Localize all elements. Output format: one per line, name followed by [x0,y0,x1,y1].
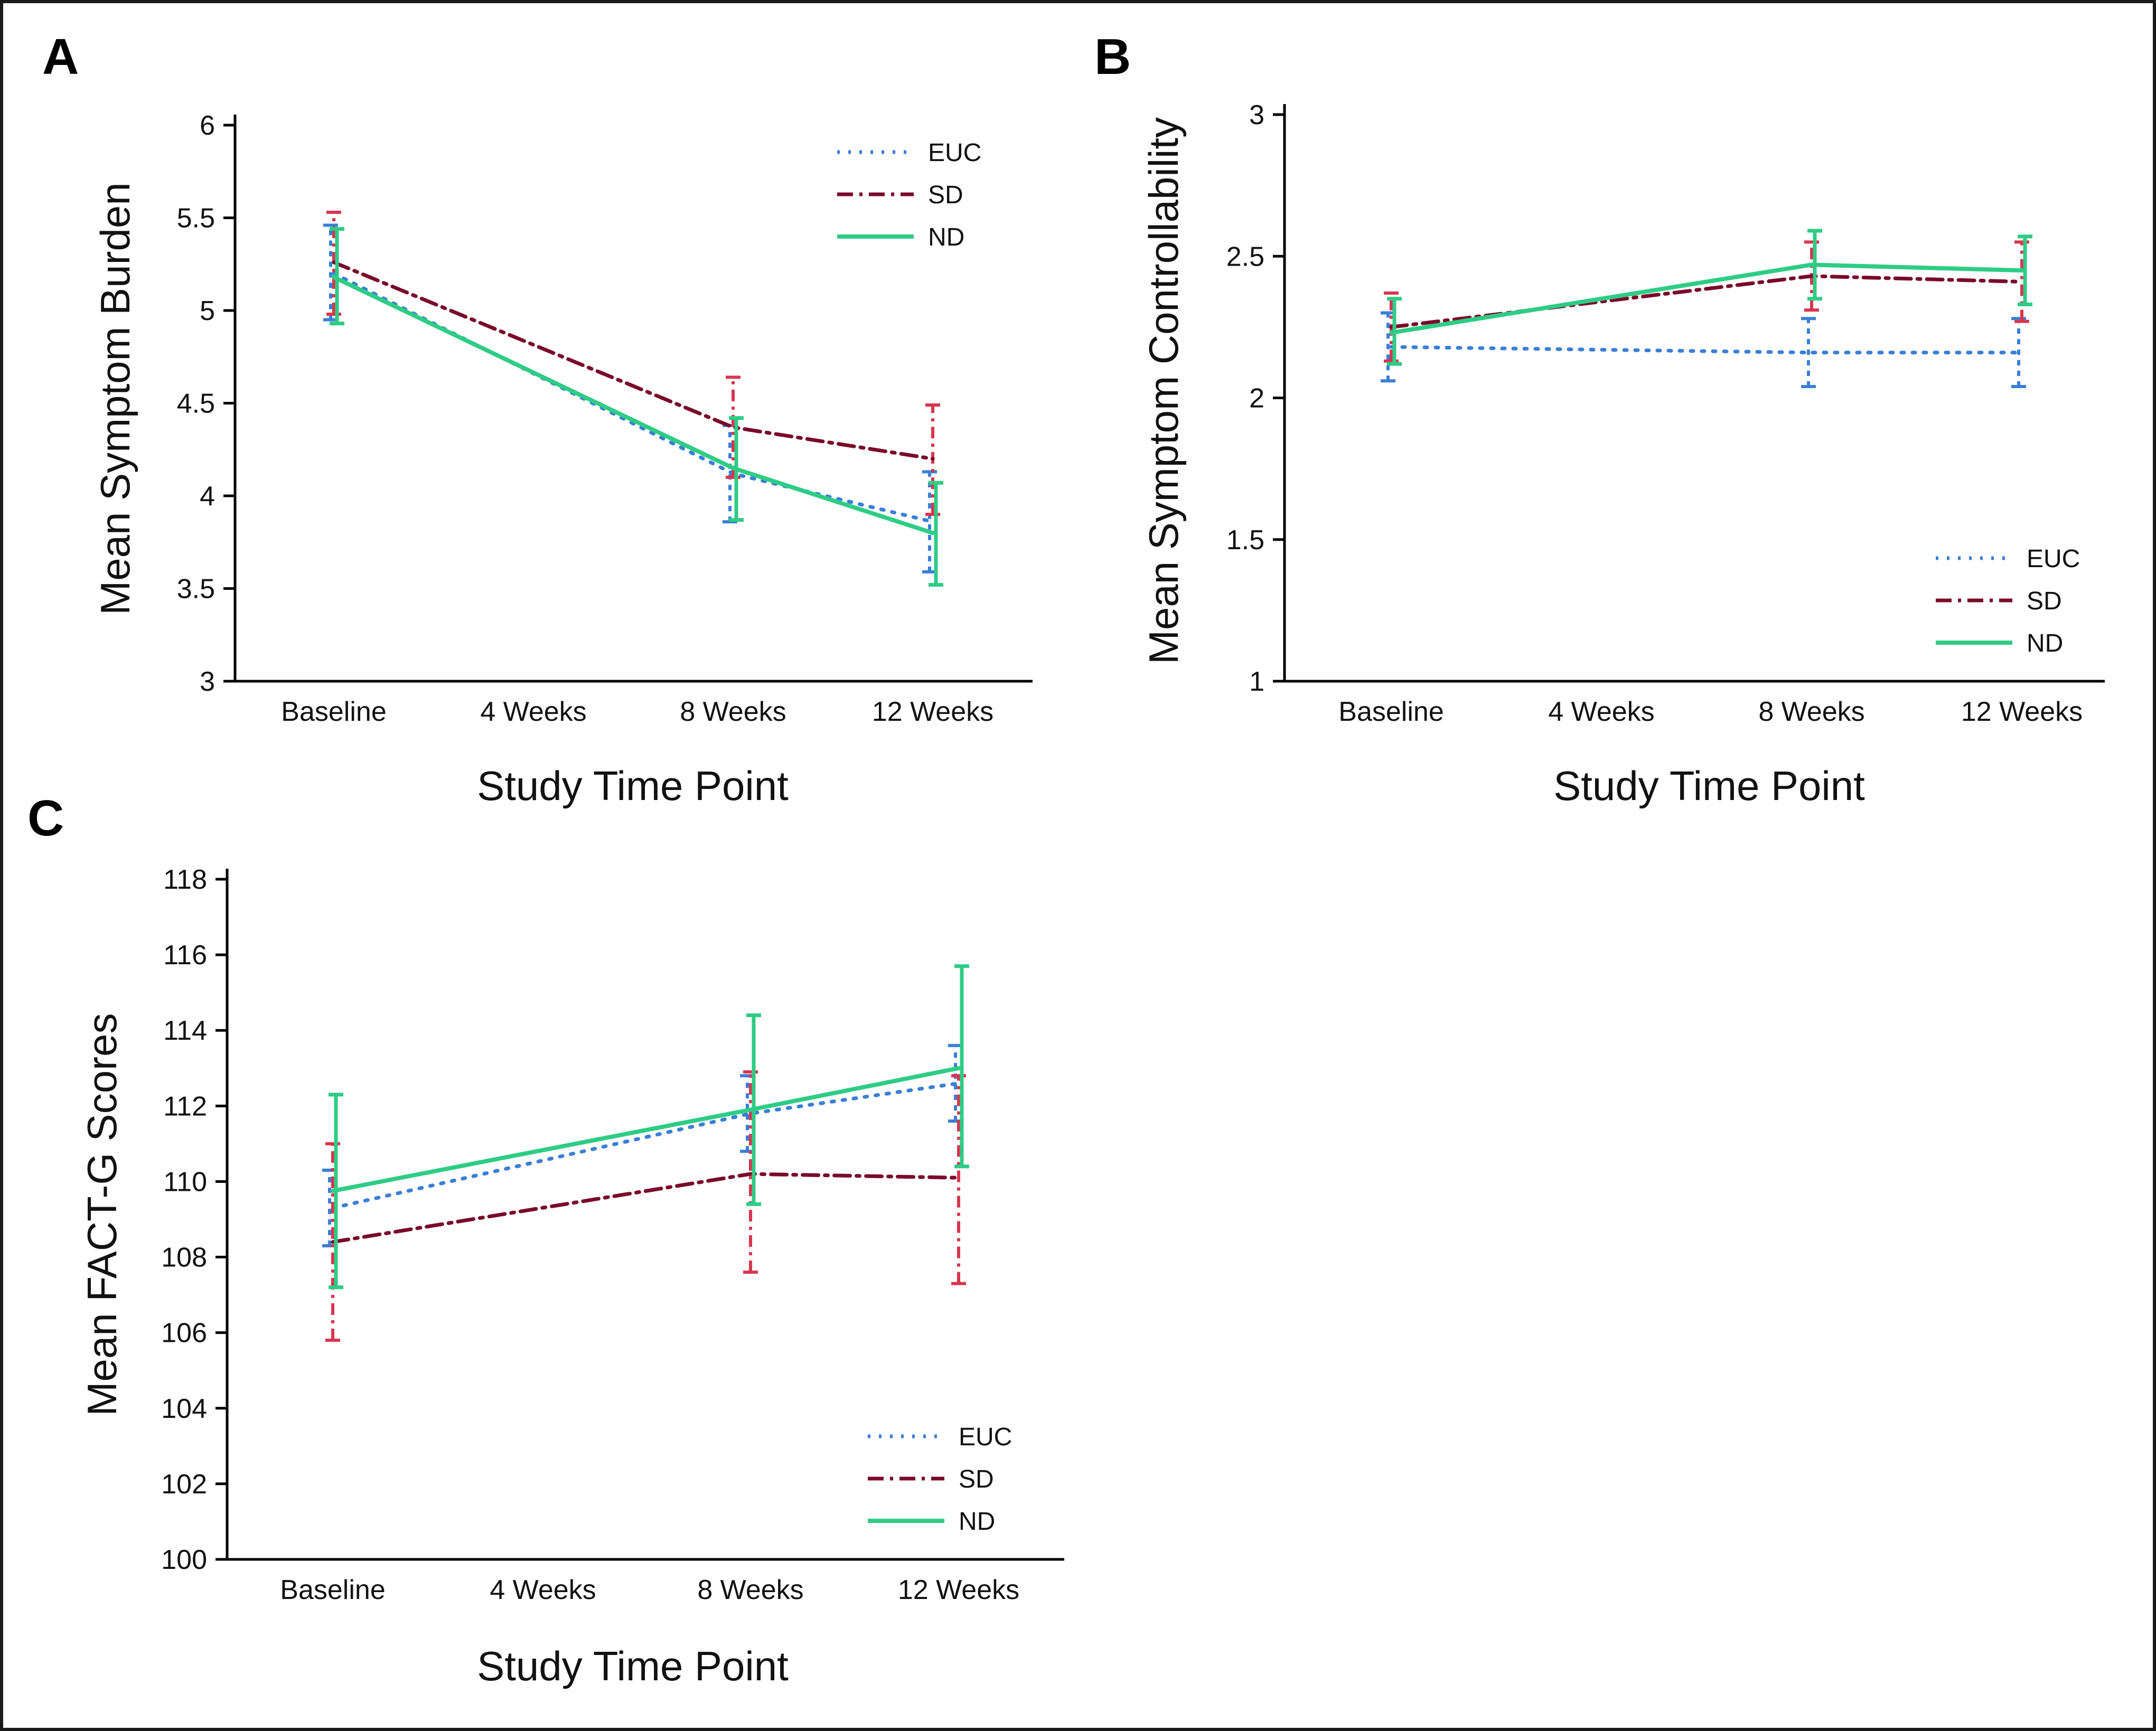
panel-a-y-tick-label: 5.5 [177,203,215,234]
panel-b-y-tick-label: 1.5 [1226,525,1264,556]
panel-c-y-tick-label: 106 [161,1318,207,1349]
panel-a-legend-label-euc: EUC [928,139,981,167]
panel-a-x-tick-label: Baseline [281,697,386,727]
panel-b-plot: 1 1.5 2 2.5 3 Baseline 4 Weeks 8 Weeks 12 Weeks E… [1226,100,2105,727]
panel-b-euc-line [1389,345,2024,355]
panel-a-plot: 3 3.5 4 4.5 5 5.5 6 Baseline 4 Weeks 8 Weeks 12 We… [177,110,1033,727]
panel-c-y-tick-label: 114 [163,1015,207,1046]
panel-c-y-tick-label: 112 [163,1091,207,1122]
panel-a: A 3 3.5 4 4.5 5 5.5 6 Baseline 4 Weeks 8 Weeks 12 … [42,29,1033,809]
panel-b-x-tick-label: Baseline [1338,697,1443,727]
panel-c-y-tick-label: 108 [161,1243,207,1273]
panel-b-letter: B [1094,29,1131,85]
panel-b-nd-line [1389,262,2024,335]
panel-a-x-tick-label: 12 Weeks [872,697,993,727]
panel-c-y-axis-title: Mean FACT-G Scores [79,1013,125,1416]
panel-a-x-axis-title: Study Time Point [477,763,789,809]
panel-a-x-tick-label: 4 Weeks [480,697,586,727]
panel-a-y-tick-label: 4.5 [177,389,215,419]
panel-a-letter: A [42,29,79,85]
panel-a-y-axis-title: Mean Symptom Burden [92,182,138,615]
panel-a-y-tick-label: 3.5 [177,574,215,605]
panel-c: C 100 102 104 106 108 110 112 114 116 118 Baseline… [27,790,1064,1689]
panel-a-y-tick-label: 3 [200,666,215,697]
panel-c-x-tick-label: 12 Weeks [898,1575,1019,1605]
panel-c-y-tick-label: 116 [163,940,207,971]
panel-c-plot: 100 102 104 106 108 110 112 114 116 118 Baseline 4 … [161,864,1064,1605]
panel-c-y-tick-label: 104 [161,1394,207,1424]
panel-a-x-tick-label: 8 Weeks [680,697,786,727]
panel-b-legend-label-nd: ND [2027,629,2063,657]
panel-c-x-tick-label: 8 Weeks [697,1575,803,1605]
panel-a-legend-label-sd: SD [928,181,963,209]
panel-c-nd-line [331,1066,961,1193]
panel-a-y-tick-label: 5 [200,296,215,326]
panel-c-x-tick-label: 4 Weeks [490,1575,596,1605]
panel-a-sd-line [332,260,935,461]
panel-c-y-tick-label: 102 [161,1469,207,1500]
panel-c-x-tick-label: Baseline [280,1575,385,1605]
panel-b-x-tick-label: 8 Weeks [1758,697,1864,727]
panel-c-x-axis-title: Study Time Point [477,1643,789,1689]
panel-b-y-tick-label: 2 [1249,383,1264,414]
panel-a-legend-label-nd: ND [928,223,964,251]
panel-b-y-tick-label: 3 [1249,100,1264,130]
panel-a-y-tick-label: 4 [200,481,215,512]
panel-a-nd-line [332,275,935,535]
panel-b: B 1 1.5 2 2.5 3 Baseline 4 Weeks 8 Weeks 12 Week… [1094,29,2105,809]
panel-c-sd-line [331,1172,961,1244]
panel-b-x-tick-label: 12 Weeks [1961,697,2083,727]
panel-b-y-tick-label: 1 [1249,666,1264,697]
panel-c-legend-label-sd: SD [959,1465,994,1493]
panel-b-y-axis-title: Mean Symptom Controllability [1140,117,1187,664]
panel-c-y-tick-label: 118 [163,864,207,895]
panel-b-y-tick-label: 2.5 [1226,241,1264,272]
panel-c-legend-label-nd: ND [959,1508,995,1536]
panel-a-y-tick-label: 6 [200,110,215,141]
panel-b-legend-label-euc: EUC [2027,545,2080,573]
panel-c-y-tick-label: 110 [163,1166,207,1197]
panel-b-x-tick-label: 4 Weeks [1548,697,1654,727]
panel-b-x-axis-title: Study Time Point [1553,763,1865,809]
panel-c-euc-line [331,1081,961,1210]
panel-c-legend-label-euc: EUC [959,1423,1012,1451]
panel-b-legend-label-sd: SD [2027,587,2062,615]
panel-c-letter: C [27,790,64,846]
panel-c-y-tick-label: 100 [161,1545,207,1575]
